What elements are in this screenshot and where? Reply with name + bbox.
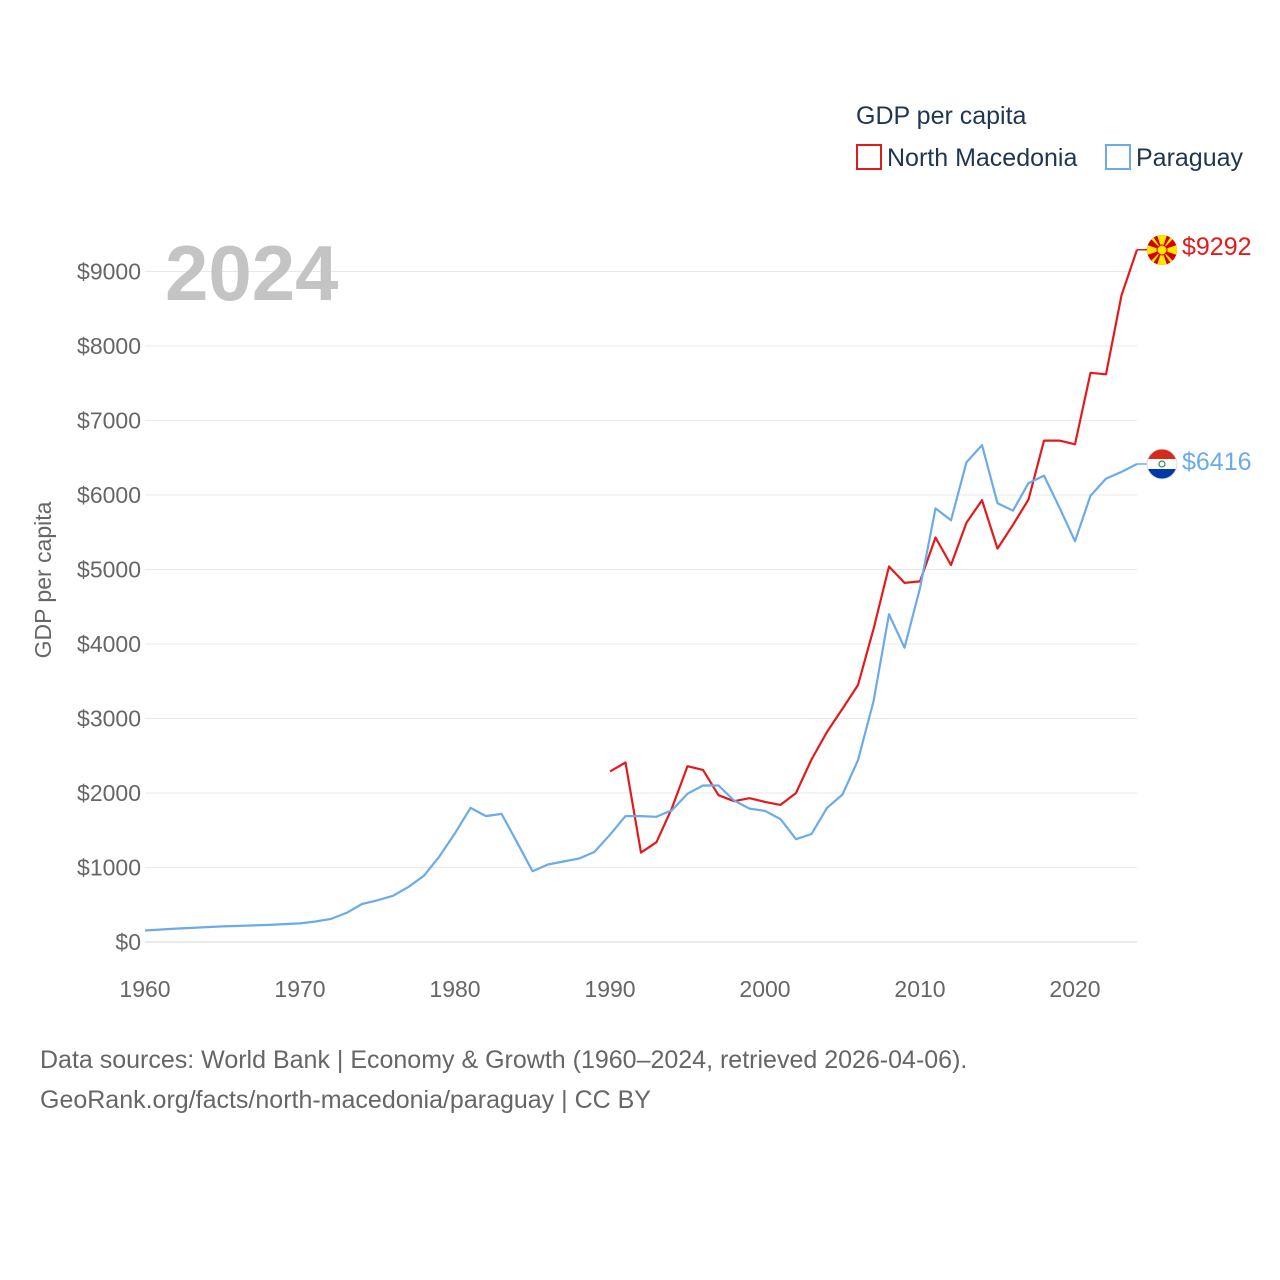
data-sources-text: Data sources: World Bank | Economy & Gro… xyxy=(40,1046,968,1074)
y-tick-label: $1000 xyxy=(77,855,141,881)
y-tick-label: $8000 xyxy=(77,333,141,359)
x-tick-label: 2010 xyxy=(894,976,945,1002)
legend-swatch-north-macedonia[interactable] xyxy=(856,144,882,170)
y-axis-label: GDP per capita xyxy=(30,501,56,658)
y-tick-label: $7000 xyxy=(77,408,141,434)
legend: GDP per capita North Macedonia Paraguay xyxy=(856,102,1244,172)
current-year-label: 2024 xyxy=(165,229,339,317)
series-line-north-macedonia[interactable] xyxy=(609,249,1139,854)
source-link[interactable]: GeoRank.org/facts/north-macedonia/paragu… xyxy=(40,1086,651,1114)
end-label-paraguay: $6416 xyxy=(1182,448,1252,476)
y-axis-ticks: $0 $1000 $2000 $3000 $4000 $5000 $6000 $7000 $80… xyxy=(77,259,141,956)
y-tick-label: $2000 xyxy=(77,780,141,806)
paraguay-flag-icon xyxy=(1146,448,1178,480)
y-tick-label: $0 xyxy=(115,929,141,955)
x-tick-label: 1990 xyxy=(584,976,635,1002)
x-tick-label: 2000 xyxy=(739,976,790,1002)
y-tick-label: $3000 xyxy=(77,706,141,732)
x-tick-label: 2020 xyxy=(1049,976,1100,1002)
gridlines xyxy=(145,271,1137,943)
y-tick-label: $5000 xyxy=(77,557,141,583)
x-tick-label: 1970 xyxy=(274,976,325,1002)
end-label-north-macedonia: $9292 xyxy=(1182,233,1252,261)
footer: Data sources: World Bank | Economy & Gro… xyxy=(40,1040,1240,1120)
x-tick-label: 1980 xyxy=(429,976,480,1002)
legend-label-north-macedonia[interactable]: North Macedonia xyxy=(887,144,1077,172)
legend-label-paraguay[interactable]: Paraguay xyxy=(1136,144,1244,172)
legend-swatch-paraguay[interactable] xyxy=(1105,144,1131,170)
y-tick-label: $4000 xyxy=(77,631,141,657)
legend-title: GDP per capita xyxy=(856,102,1027,130)
x-tick-label: 1960 xyxy=(119,976,170,1002)
series-line-paraguay[interactable] xyxy=(144,444,1138,932)
y-tick-label: $6000 xyxy=(77,482,141,508)
y-tick-label: $9000 xyxy=(77,259,141,285)
north-macedonia-flag-icon xyxy=(1147,235,1177,265)
series-lines xyxy=(144,248,1147,932)
x-axis-ticks: 1960 1970 1980 1990 2000 2010 2020 xyxy=(119,976,1100,1002)
